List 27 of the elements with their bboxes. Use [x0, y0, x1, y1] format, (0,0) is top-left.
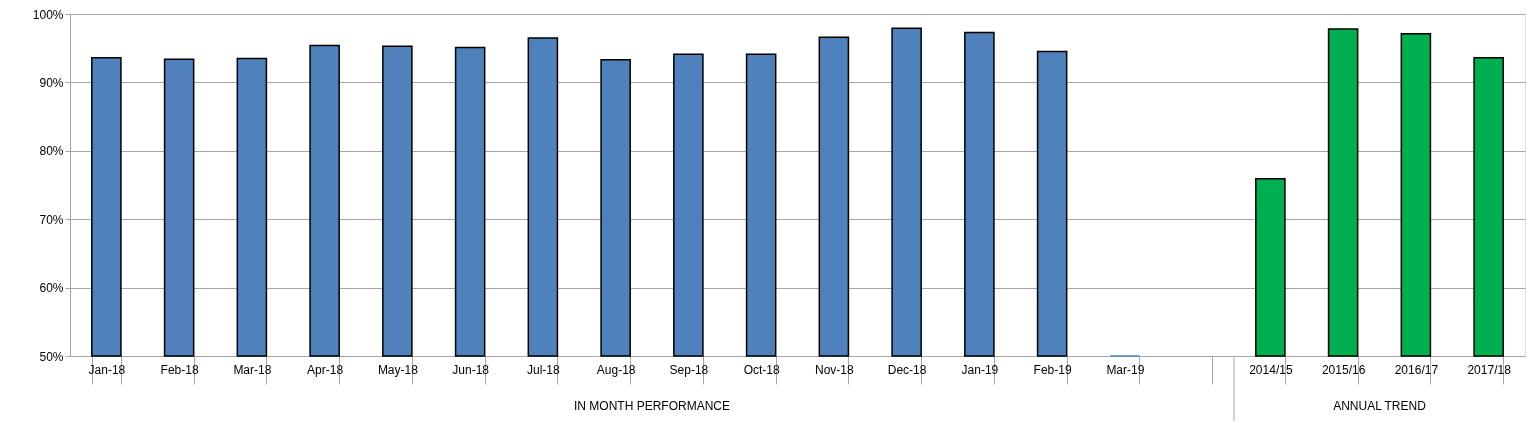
text: IN MONTH PERFORMANCE — [574, 399, 730, 413]
x-tick-label: 2014/15 — [1249, 362, 1293, 377]
y-tick-label: 90% — [39, 75, 64, 90]
y-tick-label: 60% — [39, 281, 64, 296]
x-tick-label: 2016/17 — [1394, 362, 1439, 377]
x-tick-label: Feb-18 — [160, 362, 199, 377]
x-tick-label: Aug-18 — [596, 362, 636, 377]
x-tick-label: Jan-18 — [88, 362, 126, 377]
x-tick-label: Jun-18 — [452, 362, 490, 377]
x-tick-label: Mar-19 — [1106, 362, 1145, 377]
x-tick-label: 2017/18 — [1467, 362, 1512, 377]
text: ANNUAL TREND — [1333, 399, 1427, 413]
x-tick-label: Feb-19 — [1033, 362, 1072, 377]
x-tick-label: Mar-18 — [233, 362, 272, 377]
x-tick-label: Jul-18 — [527, 362, 561, 377]
x-tick-label: Oct-18 — [743, 362, 780, 377]
x-tick-label: May-18 — [377, 362, 419, 377]
y-tick-label: 80% — [39, 144, 64, 159]
x-tick-label: Apr-18 — [307, 362, 344, 377]
y-tick-label: 100% — [32, 7, 64, 22]
x-tick-label: Jan-19 — [961, 362, 999, 377]
x-tick-label: Nov-18 — [815, 362, 855, 377]
y-tick-label: 70% — [39, 212, 64, 227]
x-tick-label: Sep-18 — [669, 362, 709, 377]
x-tick-label: 2015/16 — [1321, 362, 1366, 377]
x-tick-label: Dec-18 — [887, 362, 927, 377]
y-tick-label: 50% — [39, 349, 64, 364]
